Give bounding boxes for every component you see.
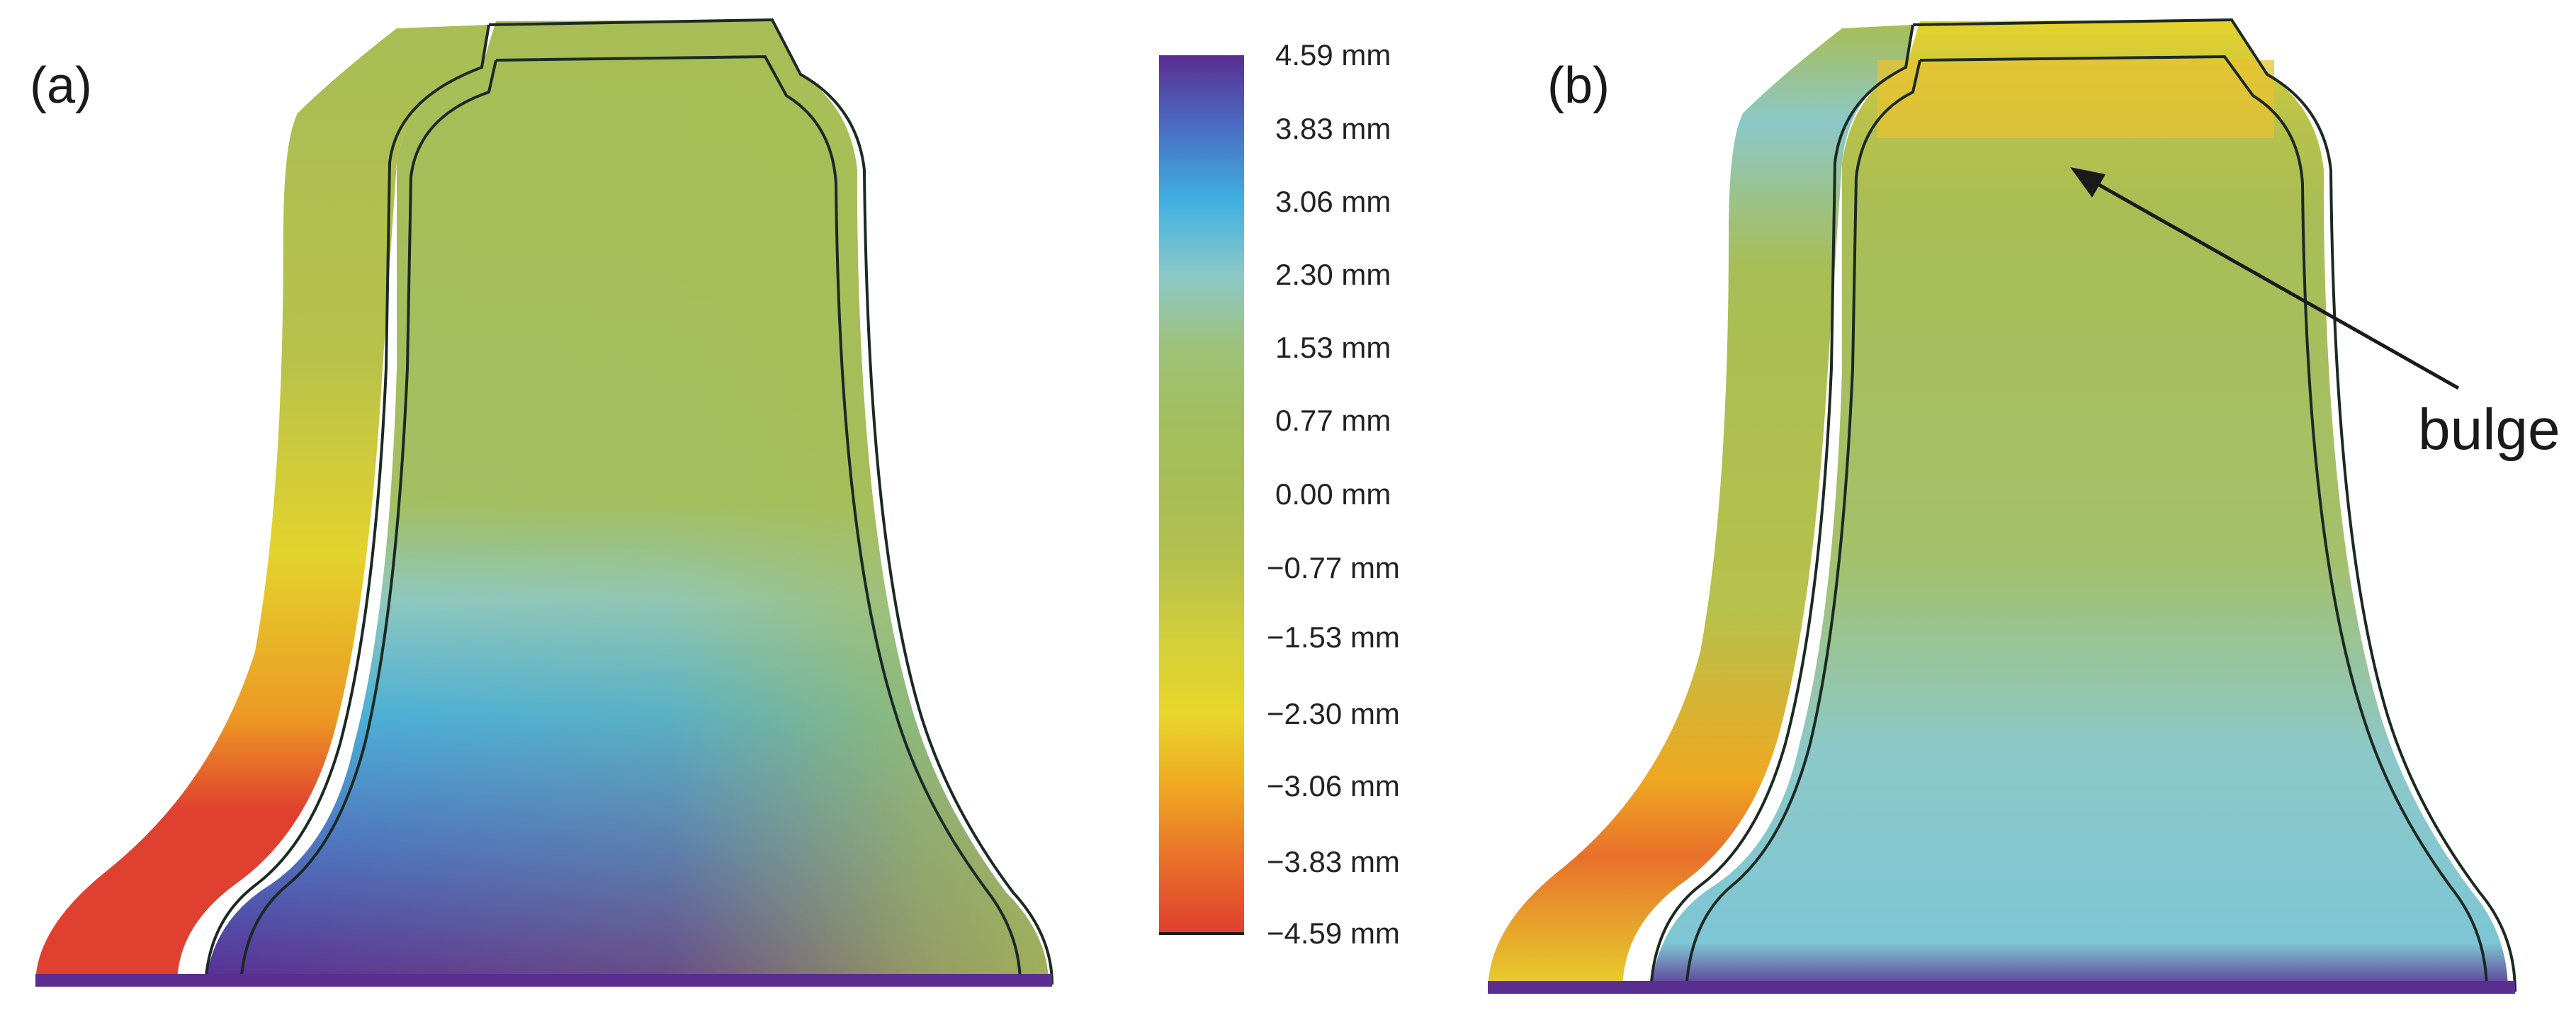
colorbar-tick-label: 3.83 mm (1275, 112, 1391, 145)
bell-contour-outer (488, 18, 1053, 985)
colorbar-tick-label: 1.53 mm (1275, 331, 1391, 364)
bell-deviation-map-b (1488, 18, 2516, 994)
bell-deviation-map-a (35, 18, 1053, 987)
colorbar-tick-label: 3.06 mm (1275, 185, 1391, 218)
colorbar-tick-label: −4.59 mm (1267, 917, 1400, 950)
colorbar-gradient (1159, 55, 1244, 935)
panel-a: (a) (0, 0, 1105, 1028)
panel-a-label: (a) (30, 57, 92, 114)
panel-b: (b) (1459, 0, 2576, 1028)
colorbar-tick-label: −2.30 mm (1267, 697, 1400, 730)
bell-outer-wall (35, 25, 489, 985)
bulge-annotation-label: bulge (2418, 397, 2560, 462)
colorbar-tick-label: −3.83 mm (1267, 845, 1400, 878)
bulge-region (1877, 60, 2274, 138)
colorbar-tick-label: −0.77 mm (1267, 551, 1400, 584)
bulge-arrowhead (2070, 167, 2106, 198)
bulge-arrow (2081, 174, 2460, 390)
colorbar-tick-label: 0.00 mm (1275, 477, 1391, 511)
colorbar-tick-label: −3.06 mm (1267, 769, 1400, 803)
colorbar-tick-label: 0.77 mm (1275, 404, 1391, 437)
colorbar: 4.59 mm 3.83 mm 3.06 mm 2.30 mm 1.53 mm … (1134, 38, 1438, 950)
bell-contour-inner (495, 55, 1022, 985)
colorbar-tick-label: 2.30 mm (1275, 258, 1391, 291)
panel-b-label: (b) (1547, 57, 1610, 114)
colorbar-tick-label: −1.53 mm (1267, 620, 1400, 654)
colorbar-tick-label: 4.59 mm (1275, 38, 1391, 72)
